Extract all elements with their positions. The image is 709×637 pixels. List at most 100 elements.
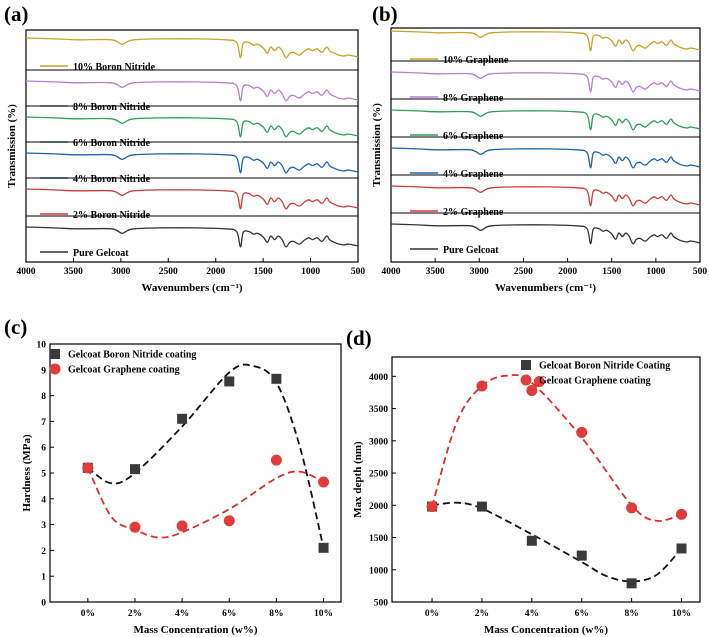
panel-label-c: (c) [4,315,28,339]
p3-x-tick-label: 4% [525,609,539,619]
p0-spectrum-line-2 [25,116,359,138]
p1-x-tick-label: 500 [693,267,708,277]
p1-spectrum-line-4 [390,185,701,207]
panel-label-d: (d) [346,326,372,350]
p3-x-tick-label: 8% [624,609,638,619]
p3-circle-marker-2 [526,385,538,397]
p2-square-marker-3 [224,376,235,387]
p2-x-tick-label: 4% [175,609,189,619]
p2-legend-entry-1: Gelcoat Graphene coating [68,365,180,376]
p0-x-tick-label: 3500 [64,267,83,277]
p2-y-tick-label: 9 [41,366,46,376]
p1-legend-entry-1: 8% Graphene [443,93,504,104]
p3-y-tick-label: 1500 [369,534,388,544]
p3-legend-marker-1 [520,374,532,386]
p2-circle-marker-4 [270,454,282,466]
p3-trend-curve-1 [431,374,682,522]
p3-circle-marker-0 [426,501,438,513]
p2-x-tick-label: 2% [128,609,142,619]
p3-y-tick-label: 1000 [369,566,388,576]
p3-x-tick-label: 6% [575,609,589,619]
p2-square-marker-1 [129,464,140,475]
p0-legend-entry-3: 4% Boron Nitride [73,174,151,185]
p2-x-tick-label: 6% [222,609,236,619]
p2-y-tick-label: 1 [41,573,46,583]
p3-square-marker-0 [427,501,438,512]
p1-legend-entry-3: 4% Graphene [443,169,504,180]
p3-circle-marker-6 [676,508,688,520]
p0-x-tick-label: 500 [351,267,366,277]
p0-x-tick-label: 1500 [254,267,273,277]
p0-x-tick-label: 3000 [111,267,130,277]
p2-y-tick-label: 10 [37,341,47,351]
p3-x-tick-label: 0% [425,609,439,619]
panel-label-b: (b) [372,2,398,26]
p3-x-axis-label: Mass Concentration (w%) [484,624,608,636]
p0-plot-frame [25,29,359,263]
p2-circle-marker-0 [82,462,94,474]
p2-x-axis-label: Mass Concentration (w%) [133,624,257,636]
p3-circle-marker-5 [626,502,638,514]
p1-spectrum-line-2 [390,109,701,131]
p2-y-tick-label: 7 [41,418,46,428]
p0-legend-entry-5: Pure Gelcoat [73,248,129,259]
p3-x-tick-label: 10% [672,609,691,619]
p3-square-marker-4 [626,578,637,589]
p2-legend-entry-0: Gelcoat Boron Nitride coating [68,350,196,361]
p1-x-tick-label: 3000 [470,267,489,277]
p1-spectrum-line-3 [390,147,701,169]
p1-spectrum-line-5 [390,223,701,245]
p1-x-tick-label: 1000 [646,267,665,277]
p1-y-axis-label: Transmission (%) [371,103,383,187]
p2-y-tick-label: 3 [41,521,46,531]
p1-x-tick-label: 2500 [514,267,533,277]
p3-square-marker-3 [576,550,587,561]
p3-square-marker-1 [476,501,487,512]
p0-legend-entry-2: 6% Boron Nitride [73,138,151,149]
p3-legend-entry-0: Gelcoat Boron Nitride Coating [539,361,670,372]
p0-spectrum-line-5 [25,226,359,248]
p1-spectrum-line-1 [390,71,701,93]
p2-x-tick-label: 0% [81,609,95,619]
p2-legend-marker-0 [50,349,60,359]
p2-square-marker-2 [177,413,188,424]
p2-square-marker-4 [271,373,282,384]
p3-x-tick-label: 2% [475,609,489,619]
p0-legend-entry-4: 2% Boron Nitride [73,210,151,221]
p3-plot-frame [391,356,701,603]
p3-trend-curve-0 [431,501,683,583]
p0-legend-entry-0: 10% Boron Nitride [73,62,156,73]
p3-y-tick-label: 500 [374,599,389,609]
p2-y-tick-label: 2 [41,547,46,557]
p3-legend-entry-1: Gelcoat Graphene coating [539,376,651,387]
p1-x-tick-label: 4000 [382,267,401,277]
p3-circle-marker-3 [533,376,545,387]
p1-legend-entry-5: Pure Gelcoat [443,245,499,256]
p2-x-tick-label: 10% [314,609,333,619]
p3-y-tick-label: 2500 [369,470,388,480]
p3-y-tick-label: 3000 [369,437,388,447]
p2-circle-marker-2 [176,520,188,532]
p2-circle-marker-1 [129,521,141,533]
p2-circle-marker-5 [318,476,330,488]
p0-y-axis-label: Transmission (%) [6,104,18,188]
p3-square-marker-2 [526,535,537,546]
p2-circle-marker-3 [223,515,235,527]
p0-x-axis-label: Wavenumbers (cm⁻¹) [141,282,242,294]
p3-circle-marker-1 [476,380,488,392]
panel-label-a: (a) [4,2,29,26]
p2-y-tick-label: 4 [41,495,46,505]
p3-y-axis-label: Max depth (nm) [352,441,364,518]
p2-y-tick-label: 6 [41,444,46,454]
p0-spectrum-line-1 [25,80,359,102]
p2-y-tick-label: 5 [41,470,46,480]
p3-y-tick-label: 4000 [369,373,388,383]
p2-trend-curve-0 [87,363,325,549]
p1-x-tick-label: 2000 [558,267,577,277]
p2-trend-curve-1 [86,467,324,539]
p2-x-tick-label: 8% [269,609,283,619]
p1-legend-entry-4: 2% Graphene [443,207,504,218]
p2-legend-marker-1 [49,363,61,375]
p0-x-tick-label: 4000 [17,267,36,277]
p0-x-tick-label: 2000 [206,267,225,277]
